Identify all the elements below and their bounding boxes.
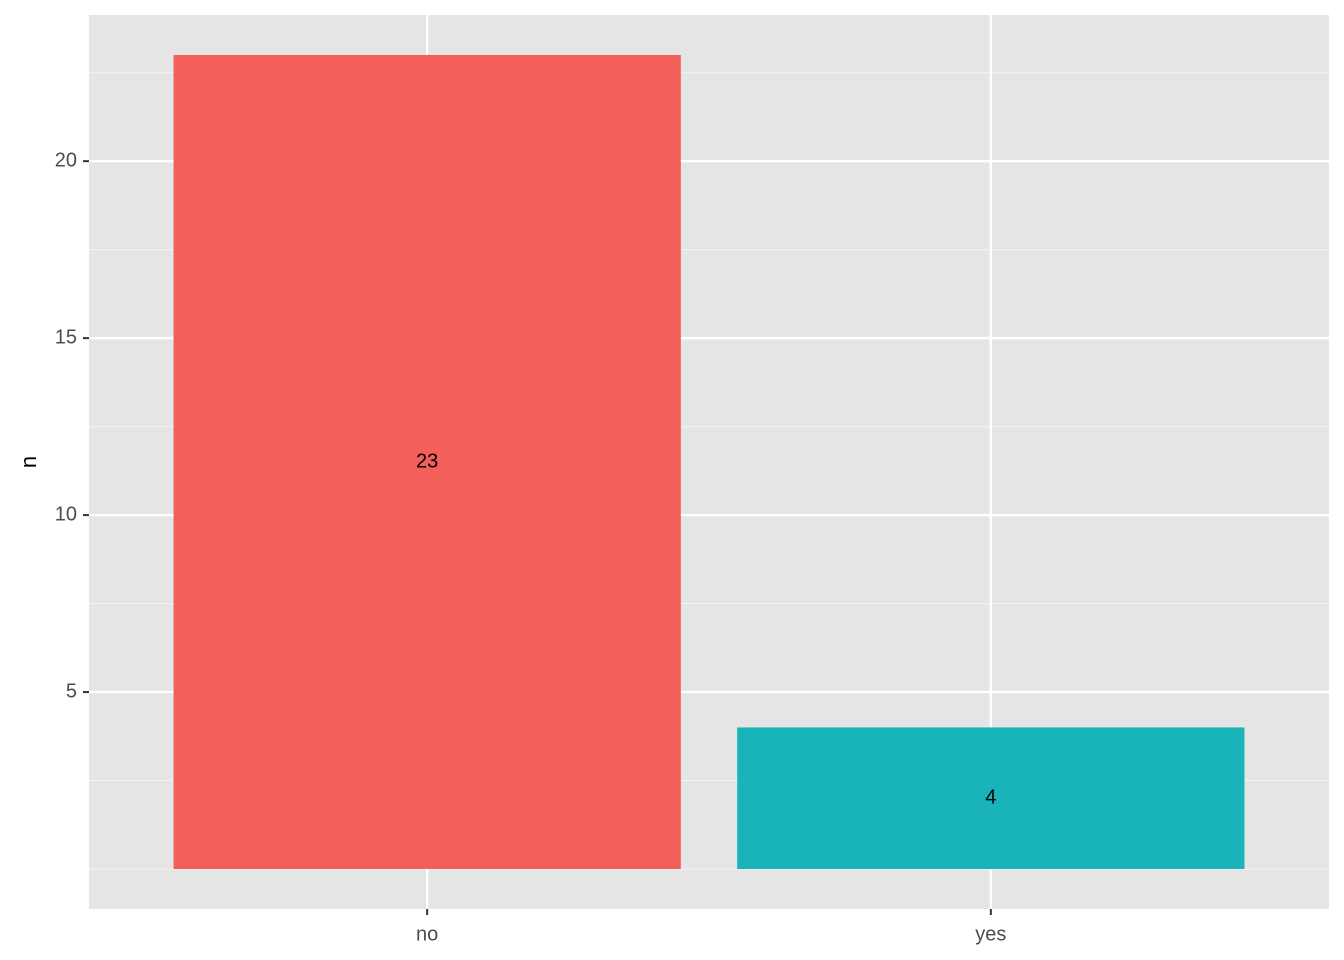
value-label: 4 (985, 787, 996, 809)
x-tick-label: yes (975, 923, 1006, 945)
x-tick-label: no (416, 923, 438, 945)
y-axis-label: n (16, 456, 41, 468)
y-tick-label: 15 (55, 326, 77, 348)
y-tick-label: 5 (66, 680, 77, 702)
value-label: 23 (416, 450, 438, 472)
bar (737, 727, 1245, 870)
y-tick-label: 10 (55, 503, 77, 525)
bar (173, 54, 681, 870)
y-tick-label: 20 (55, 149, 77, 171)
